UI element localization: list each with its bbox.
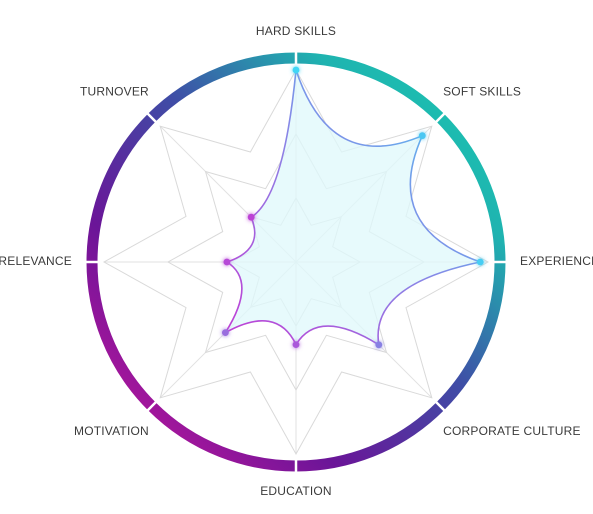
data-point-education[interactable] bbox=[292, 341, 300, 348]
ring-tick bbox=[145, 111, 158, 124]
axis-label-corporate-culture: CORPORATE CULTURE bbox=[443, 424, 581, 438]
ring-tick bbox=[434, 111, 447, 124]
axis-label-turnover: TURNOVER bbox=[80, 84, 149, 98]
axis-label-motivation: MOTIVATION bbox=[74, 424, 149, 438]
axis-labels: HARD SKILLS SOFT SKILLS EXPERIENCE CORPORAT… bbox=[0, 24, 593, 498]
axis-label-experience: EXPERIENCE bbox=[520, 254, 593, 268]
data-point-turnover[interactable] bbox=[247, 213, 255, 221]
ring-tick bbox=[145, 400, 158, 413]
data-area bbox=[224, 69, 484, 347]
data-point-soft-skills[interactable] bbox=[418, 132, 426, 140]
axis-label-soft-skills: SOFT SKILLS bbox=[443, 84, 521, 98]
data-point-motivation[interactable] bbox=[222, 329, 229, 336]
grid-level bbox=[102, 68, 490, 456]
data-point-corporate-culture[interactable] bbox=[375, 341, 383, 349]
data-points bbox=[222, 66, 484, 349]
axis-label-relevance: RELEVANCE bbox=[0, 254, 72, 268]
data-point-relevance[interactable] bbox=[223, 258, 231, 266]
axis-label-hard-skills: HARD SKILLS bbox=[256, 24, 336, 38]
data-point-experience[interactable] bbox=[476, 258, 484, 266]
ring-tick bbox=[434, 400, 447, 413]
data-point-hard-skills[interactable] bbox=[292, 66, 300, 74]
outer-ring bbox=[85, 51, 507, 473]
axis-label-education: EDUCATION bbox=[260, 484, 332, 498]
series-line bbox=[224, 69, 484, 347]
